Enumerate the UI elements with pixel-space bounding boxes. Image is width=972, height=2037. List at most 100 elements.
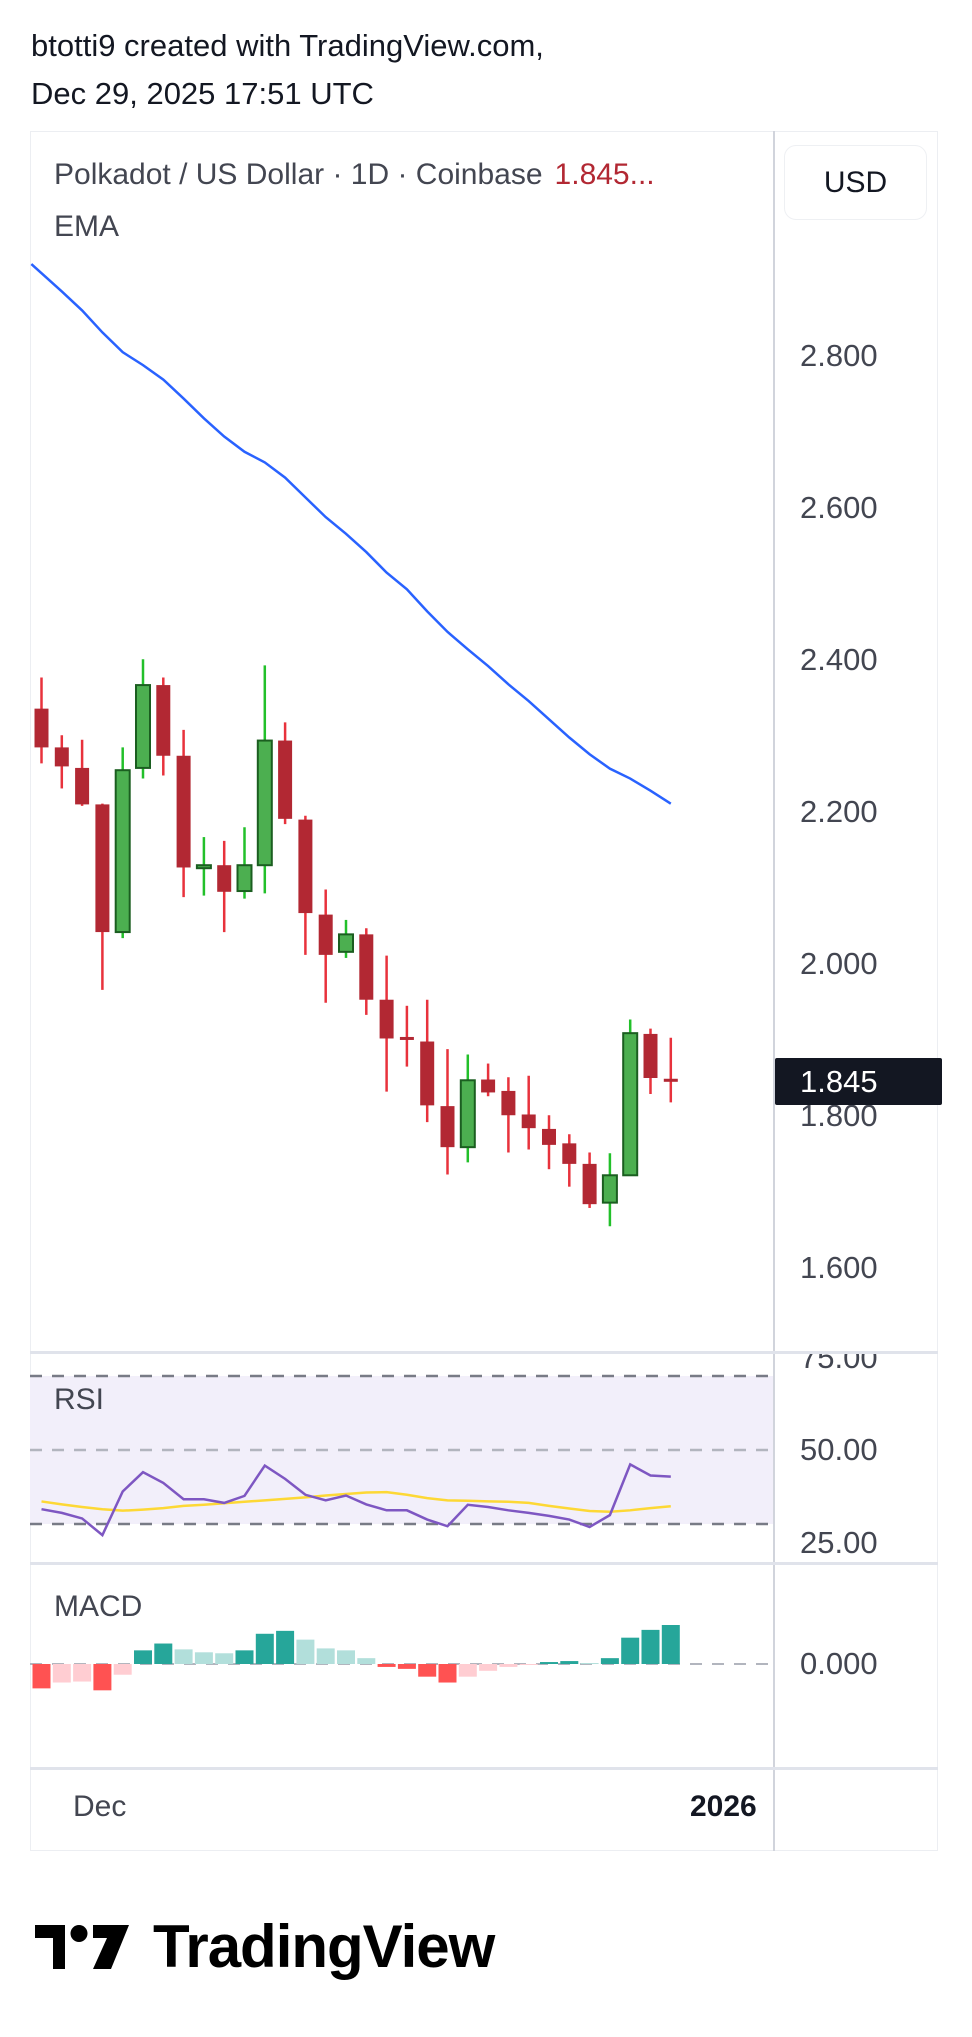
macd-histogram-bar (499, 1664, 518, 1667)
rsi-label[interactable]: RSI (54, 1383, 105, 1416)
macd-histogram-bar (235, 1650, 254, 1664)
candle-up (114, 769, 131, 934)
macd-histogram-bar (377, 1664, 396, 1667)
macd-histogram-bar (641, 1629, 660, 1664)
candle-up (236, 864, 253, 893)
candle-up (601, 1174, 618, 1204)
pane-divider[interactable] (30, 1562, 938, 1565)
candle-down (217, 865, 232, 892)
candle-down (501, 1090, 516, 1116)
candle-down (54, 747, 69, 767)
tradingview-logo-text: TradingView (153, 1913, 495, 1980)
price-axis-divider (773, 131, 775, 1851)
candle-down (359, 934, 374, 1000)
macd-histogram-bar (397, 1664, 416, 1669)
pane-divider[interactable] (30, 1351, 938, 1354)
price-tick-label: 2.800 (800, 338, 878, 373)
candle-down (562, 1143, 577, 1164)
candle-up (622, 1032, 639, 1177)
macd-histogram-bar (276, 1630, 295, 1664)
macd-histogram-bar (458, 1664, 477, 1677)
macd-histogram-bar (479, 1664, 498, 1671)
candle-up (256, 739, 273, 867)
last-price-badge: 1.845 (775, 1058, 942, 1105)
macd-histogram-bar (540, 1662, 558, 1664)
macd-histogram-bar (113, 1664, 132, 1675)
candle-down (582, 1163, 597, 1205)
time-label-dec: Dec (73, 1790, 127, 1823)
candle-down (298, 819, 313, 914)
last-value: 1.845... (554, 158, 655, 191)
candle-up (338, 933, 354, 953)
chart-frame (30, 131, 938, 1851)
rsi-axis: 75.00 50.00 25.00 (0, 1354, 972, 1563)
rsi-pane[interactable] (30, 1354, 774, 1563)
macd-histogram-bar (357, 1658, 376, 1664)
macd-histogram-bar (296, 1639, 315, 1664)
candle-down (663, 1078, 678, 1082)
macd-histogram-bar (73, 1664, 92, 1682)
time-label-2026: 2026 (690, 1790, 757, 1823)
candle-down (156, 685, 171, 756)
candle-down (176, 755, 191, 868)
macd-histogram-bar (194, 1652, 213, 1664)
candle-up (459, 1079, 476, 1149)
macd-pane[interactable] (30, 1565, 774, 1768)
ema-legend[interactable]: EMA (54, 210, 120, 243)
rsi-tick-label: 50.00 (800, 1432, 878, 1467)
symbol-title: Polkadot / US Dollar · 1D · Coinbase (54, 158, 543, 191)
macd-histogram-bar (52, 1664, 71, 1683)
timestamp-caption: Dec 29, 2025 17:51 UTC (31, 76, 374, 111)
candle-down (95, 804, 110, 933)
macd-histogram-bar (215, 1653, 234, 1664)
macd-histogram-bar (93, 1664, 112, 1691)
price-tick-label: 2.000 (800, 946, 878, 981)
candle-down (399, 1036, 414, 1040)
candle-down (379, 999, 394, 1039)
candle-down (440, 1106, 455, 1148)
macd-histogram-bar (621, 1637, 640, 1664)
candle-down (542, 1128, 556, 1145)
macd-histogram-bar (316, 1648, 335, 1664)
rsi-tick-label: 25.00 (800, 1524, 878, 1560)
candle-down (521, 1114, 536, 1129)
time-axis-divider (30, 1767, 938, 1770)
candle-down (420, 1041, 435, 1106)
rsi-ma-line (41, 1490, 671, 1514)
rsi-line (41, 1462, 671, 1538)
symbol-legend[interactable]: Polkadot / US Dollar · 1D · Coinbase 1.84… (54, 158, 655, 192)
price-tick-label: 1.600 (800, 1250, 878, 1285)
ema-line (30, 263, 672, 805)
macd-histogram-bar (600, 1658, 619, 1664)
author-caption: btotti9 created with TradingView.com, (31, 28, 544, 63)
macd-histogram-bar (134, 1650, 152, 1664)
candle-down (34, 708, 49, 748)
price-pane[interactable] (30, 131, 774, 1352)
macd-tick-label: 0.000 (800, 1646, 878, 1681)
macd-label[interactable]: MACD (54, 1590, 143, 1623)
candle-up (195, 864, 212, 870)
rsi-tick-label: 75.00 (800, 1354, 878, 1375)
macd-histogram-bar (255, 1633, 274, 1664)
tradingview-logo: TradingView (35, 1912, 495, 1981)
macd-histogram-bar (580, 1663, 599, 1665)
price-tick-label: 2.200 (800, 794, 878, 829)
macd-histogram-bar (154, 1643, 173, 1664)
candle-down (75, 767, 90, 805)
candle-up (135, 684, 151, 769)
macd-histogram-bar (337, 1650, 355, 1664)
tradingview-logo-icon (35, 1924, 129, 1969)
macd-histogram-bar (438, 1664, 457, 1683)
macd-histogram-bar (418, 1664, 437, 1677)
macd-histogram-bar (32, 1664, 51, 1689)
price-tick-label: 2.400 (800, 642, 878, 677)
currency-button[interactable]: USD (784, 145, 927, 220)
macd-histogram-bar (560, 1661, 579, 1664)
macd-histogram-bar (174, 1649, 193, 1664)
candle-down (278, 740, 293, 819)
macd-histogram-bar (661, 1625, 680, 1664)
candle-down (318, 914, 333, 955)
candle-down (481, 1079, 496, 1093)
macd-histogram-bar (519, 1664, 538, 1665)
candle-down (643, 1033, 658, 1078)
